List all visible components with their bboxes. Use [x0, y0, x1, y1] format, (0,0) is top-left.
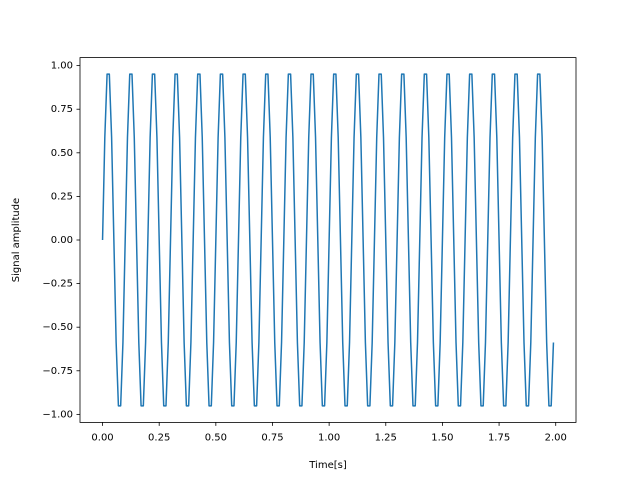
x-tick-label: 0.00	[91, 432, 113, 443]
x-tick-label: 2.00	[545, 432, 567, 443]
x-tick-label: 1.75	[488, 432, 510, 443]
x-tick-label: 1.50	[431, 432, 453, 443]
y-tick-label: 0.50	[51, 148, 73, 159]
y-tick-label: −0.75	[42, 366, 73, 377]
x-tick-label: 1.00	[318, 432, 340, 443]
axes-frame	[79, 57, 577, 423]
x-tick-label: 1.25	[375, 432, 397, 443]
x-tick-label: 0.75	[261, 432, 283, 443]
y-tick-label: −0.25	[42, 279, 73, 290]
y-tick-label: 0.25	[51, 191, 73, 202]
signal-line	[101, 73, 555, 407]
y-tick-label: −0.50	[42, 322, 73, 333]
y-tick-label: 0.00	[51, 235, 73, 246]
y-axis-label: Signal amplitude	[11, 198, 22, 282]
y-tick-label: 1.00	[51, 61, 73, 72]
y-tick-label: −1.00	[42, 409, 73, 420]
y-tick-label: 0.75	[51, 104, 73, 115]
x-tick-label: 0.25	[148, 432, 170, 443]
x-tick-label: 0.50	[205, 432, 227, 443]
x-axis-label: Time[s]	[308, 460, 347, 471]
